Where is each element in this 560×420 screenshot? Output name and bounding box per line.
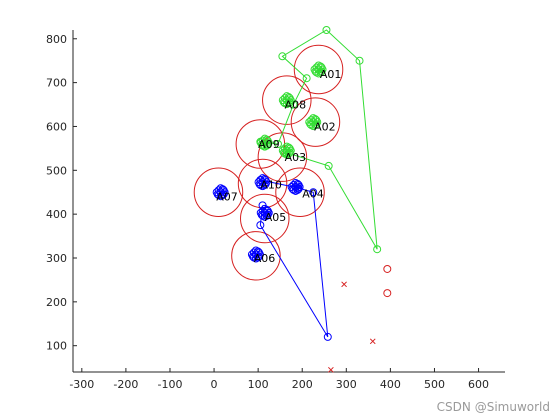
blue-track-point (323, 332, 332, 341)
green-cluster-point (284, 149, 293, 158)
blue-cluster-point (254, 248, 263, 257)
green-cluster-point (285, 144, 294, 153)
blue-cluster-point (262, 211, 271, 220)
blue-cluster-point (294, 180, 303, 189)
green-track-point (355, 56, 364, 65)
blue-cluster-point (249, 253, 258, 262)
range-circle (231, 231, 281, 281)
green-cluster-point (285, 94, 294, 103)
blue-cluster-point (218, 191, 227, 200)
blue-cluster-point (214, 191, 223, 200)
y-tick-label: 500 (46, 164, 67, 177)
blue-cluster-point (260, 181, 269, 190)
green-cluster-point (312, 68, 321, 77)
green-cluster-point (311, 121, 320, 130)
x-tick-label: 500 (424, 378, 445, 391)
y-tick-label: 200 (46, 296, 67, 309)
anchor-label: A10 (260, 178, 282, 191)
range-circle (240, 193, 290, 244)
x-tick-label: -300 (69, 378, 94, 391)
range-circle (293, 44, 344, 95)
x-tick-label: 0 (211, 378, 218, 391)
green-cluster-point (262, 141, 271, 150)
anchor-label: A02 (314, 120, 336, 133)
x-tick-label: 600 (468, 378, 489, 391)
x-tick-label: 400 (380, 378, 401, 391)
anchor-label: A07 (216, 191, 238, 204)
y-tick-label: 700 (46, 77, 67, 90)
anchor-label: A01 (320, 68, 342, 81)
red-x-marker (369, 338, 376, 345)
anchor-label: A08 (285, 99, 307, 112)
green-track-point (322, 26, 331, 34)
range-circle (262, 75, 312, 125)
blue-cluster-point (289, 185, 298, 194)
green-cluster-point (280, 99, 289, 108)
red-x-marker (328, 366, 334, 373)
green-track-point (373, 245, 382, 254)
x-tick-label: -100 (157, 378, 182, 391)
anchor-label: A04 (302, 188, 324, 201)
green-cluster-point (307, 121, 316, 130)
watermark: CSDN @Simuworld (436, 400, 550, 414)
green-track-point (273, 140, 282, 148)
red-x-marker (341, 281, 347, 288)
blue-track-point (309, 188, 318, 197)
range-circle (193, 167, 244, 217)
red-circle-marker (383, 264, 392, 273)
anchor-label: A09 (258, 138, 280, 151)
green-track-line (260, 29, 378, 250)
anchor-label: A05 (265, 211, 287, 224)
blue-cluster-point (219, 186, 228, 195)
x-tick-label: -200 (113, 378, 138, 391)
anchor-label: A03 (285, 151, 307, 164)
x-tick-label: 300 (336, 378, 357, 391)
range-circle (275, 167, 325, 217)
y-tick-label: 100 (46, 340, 67, 353)
green-cluster-point (316, 68, 325, 77)
green-track-point (324, 161, 333, 170)
green-cluster-point (312, 116, 321, 125)
blue-cluster-point (263, 206, 272, 215)
blue-cluster-point (256, 181, 265, 190)
anchor-label: A06 (254, 252, 276, 265)
blue-cluster-point (258, 211, 267, 220)
blue-cluster-point (253, 253, 262, 262)
green-track-point (302, 74, 311, 83)
green-cluster-point (258, 141, 267, 150)
green-cluster-point (280, 149, 289, 158)
green-cluster-point (317, 63, 326, 72)
green-cluster-point (263, 136, 272, 145)
blue-cluster-point (293, 185, 302, 194)
y-tick-label: 400 (46, 208, 67, 221)
x-tick-label: 100 (248, 378, 269, 391)
green-track-point (278, 52, 287, 61)
blue-cluster-point (261, 176, 270, 185)
range-circle (290, 97, 341, 147)
y-tick-label: 600 (46, 120, 67, 133)
y-tick-label: 300 (46, 252, 67, 265)
x-tick-label: 200 (292, 378, 313, 391)
green-cluster-point (284, 99, 293, 108)
y-tick-label: 800 (46, 33, 67, 46)
blue-track-point (256, 221, 265, 230)
red-circle-marker (383, 289, 392, 298)
